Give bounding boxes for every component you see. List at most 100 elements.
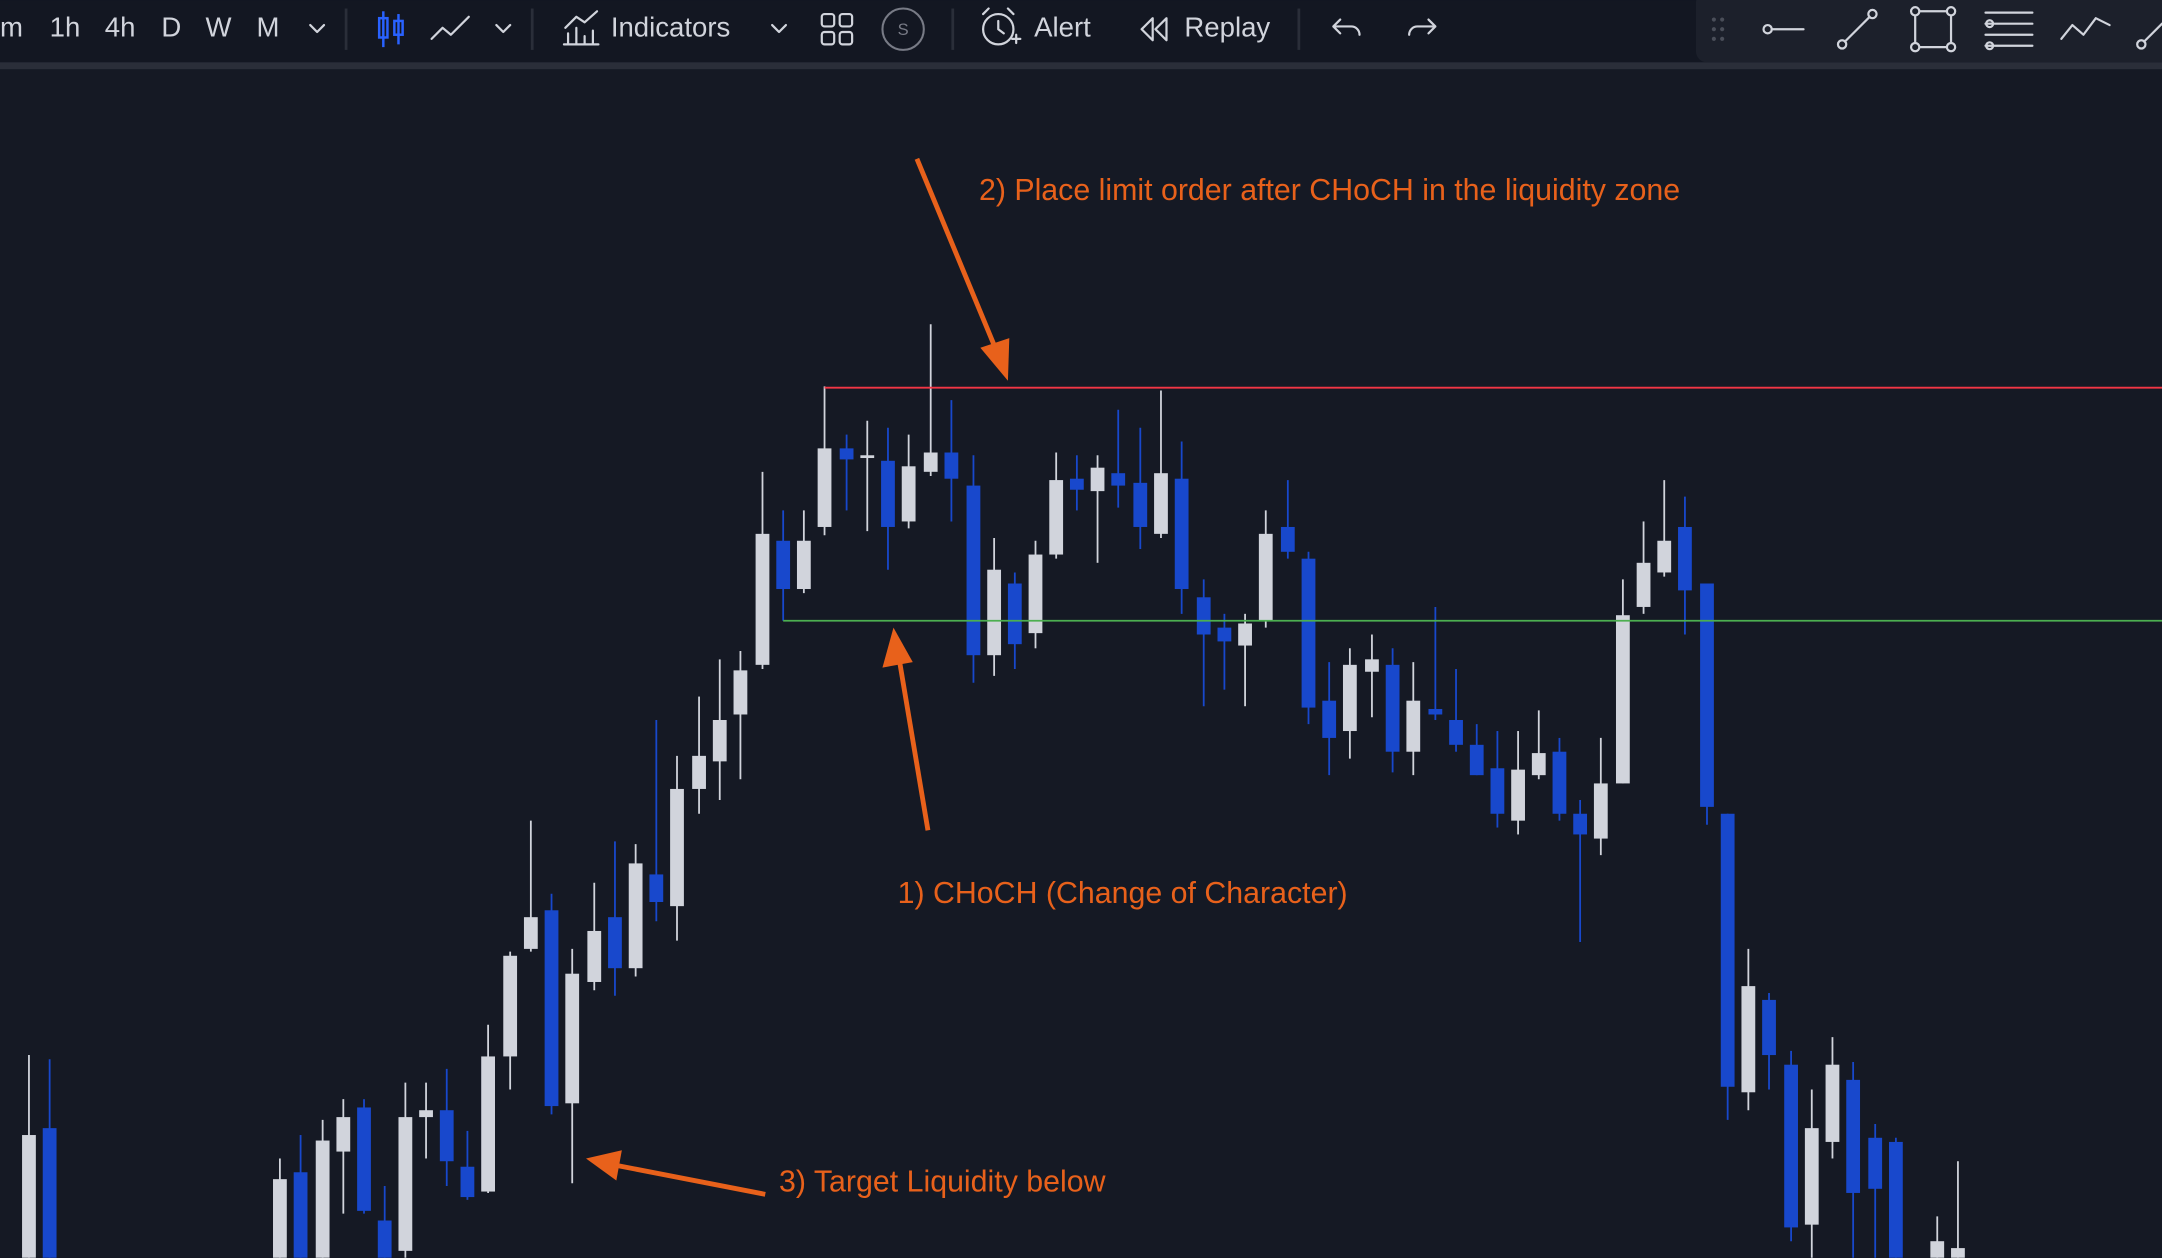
drawing-toolbar	[1695, 0, 2162, 63]
candle-body	[1133, 482, 1148, 527]
candle-body	[966, 485, 981, 656]
arrow-head	[586, 1150, 622, 1181]
candle-body	[273, 1179, 287, 1258]
candle-body	[1174, 478, 1189, 590]
arrow	[914, 157, 1000, 353]
candle-body	[1720, 813, 1735, 1087]
candle-body	[1868, 1137, 1883, 1189]
interval-button[interactable]: M	[256, 11, 279, 42]
candle-body	[1825, 1064, 1840, 1142]
candle-body	[1573, 813, 1588, 835]
arrow-head	[980, 338, 1010, 381]
candle-body	[503, 955, 518, 1057]
candle-body	[1365, 659, 1379, 672]
candle-body	[336, 1117, 351, 1152]
candle-body	[460, 1166, 475, 1198]
candle-body	[1385, 664, 1400, 752]
candle-body	[1511, 769, 1525, 821]
arrow	[896, 657, 931, 831]
candle-body	[1552, 751, 1567, 814]
candle-body	[1090, 467, 1105, 492]
chart-type-button[interactable]	[377, 11, 404, 48]
candle-body	[42, 1128, 57, 1258]
arrow	[615, 1162, 766, 1197]
candle-body	[839, 448, 854, 460]
candle-body	[817, 448, 832, 527]
alert-icon[interactable]	[982, 7, 1022, 46]
interval-button[interactable]: D	[161, 11, 181, 42]
line-type-button[interactable]	[430, 15, 470, 40]
candle-body	[1007, 583, 1022, 645]
candle-body	[1449, 720, 1463, 745]
candle-body	[944, 452, 959, 479]
candle-body	[712, 720, 727, 762]
toolbar-border	[0, 62, 2162, 70]
redo-button[interactable]	[1408, 18, 1437, 36]
annotation: 2) Place limit order after CHoCH in the …	[979, 174, 1680, 207]
candle-body	[1301, 558, 1316, 708]
indicators-button[interactable]: Indicators	[611, 11, 731, 42]
candle-body	[692, 755, 706, 789]
dropdown[interactable]	[495, 23, 512, 34]
candle-body	[1846, 1079, 1861, 1193]
interval-button[interactable]: W	[205, 11, 231, 42]
candle-body	[1657, 540, 1672, 573]
candle-body	[523, 917, 538, 949]
candle-body	[860, 455, 875, 459]
drawing-tools[interactable]	[1762, 6, 2162, 53]
candle-body	[1028, 554, 1043, 634]
candle-body	[733, 670, 748, 715]
candle-body	[755, 533, 770, 665]
candle-body	[1490, 768, 1505, 814]
candle-body	[1804, 1128, 1819, 1225]
undo-button[interactable]	[1332, 18, 1361, 36]
top-toolbar: m 1h 4h D W M Indicators S Alert Replay	[0, 0, 2162, 70]
interval-button[interactable]: m	[0, 11, 23, 42]
candle-body	[1762, 999, 1776, 1056]
candle-body	[1217, 627, 1232, 642]
candle-body	[1531, 753, 1546, 776]
candle-body	[398, 1117, 413, 1251]
candle-body	[1784, 1064, 1798, 1228]
candle-body	[1111, 473, 1126, 486]
interval-button[interactable]: 4h	[105, 11, 136, 42]
arrows	[586, 157, 1010, 1197]
candle-body	[670, 788, 684, 907]
candle-body	[565, 973, 580, 1104]
candle-body	[1428, 708, 1443, 715]
candle-body	[796, 540, 811, 590]
candle-body	[544, 910, 559, 1107]
candle-body	[22, 1135, 36, 1258]
symbol-badge[interactable]	[881, 7, 925, 51]
interval-button[interactable]: 1h	[50, 11, 81, 42]
candle-body	[439, 1110, 454, 1162]
dropdown[interactable]	[771, 23, 788, 34]
candle-body	[1196, 597, 1211, 635]
replay-icon[interactable]	[1140, 17, 1168, 42]
candle-body	[608, 917, 622, 969]
candle-body	[1593, 783, 1608, 839]
layouts-button[interactable]	[820, 12, 854, 46]
candle-body	[1888, 1141, 1903, 1258]
candle-body	[901, 466, 916, 522]
candle-body	[923, 452, 938, 472]
replay-button[interactable]: Replay	[1184, 11, 1270, 42]
candle-body	[1342, 664, 1357, 732]
candle-body	[315, 1140, 330, 1258]
candle-body	[357, 1107, 371, 1211]
candle-body	[776, 540, 791, 590]
candle-body	[987, 569, 1002, 656]
candle-body	[1406, 700, 1421, 752]
alert-button[interactable]: Alert	[1034, 11, 1091, 42]
interval-dropdown[interactable]	[309, 23, 326, 34]
candle-body	[1951, 1248, 1965, 1258]
candle-body	[1049, 480, 1064, 555]
drag-handle[interactable]	[1711, 17, 1725, 41]
candle-body	[1678, 526, 1692, 591]
candle-body	[1069, 478, 1084, 490]
candle-body	[1280, 526, 1295, 552]
indicators-icon[interactable]	[562, 10, 600, 46]
candle-body	[1154, 473, 1168, 534]
